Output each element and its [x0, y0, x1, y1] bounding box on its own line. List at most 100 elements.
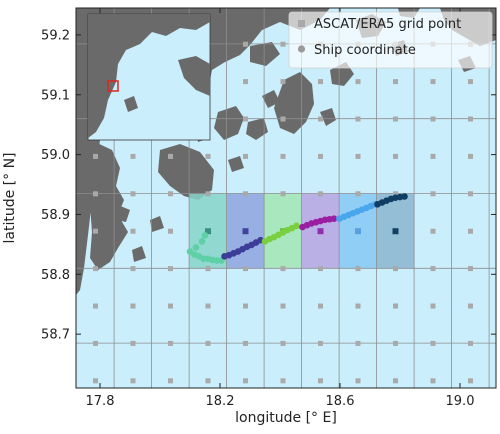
- grid-point: [168, 340, 173, 346]
- grid-point: [355, 79, 361, 85]
- cell-center-marker-5: [355, 228, 361, 235]
- grid-point: [93, 266, 98, 272]
- grid-point: [468, 153, 473, 159]
- grid-point: [355, 303, 361, 309]
- legend-ship-marker: [297, 45, 306, 53]
- grid-point: [168, 153, 173, 159]
- grid-point: [93, 303, 98, 309]
- grid-point: [280, 303, 286, 309]
- grid-point: [468, 340, 473, 346]
- inset-map: [87, 13, 211, 141]
- grid-point: [393, 191, 398, 197]
- grid-point: [280, 41, 286, 47]
- grid-point: [318, 378, 323, 384]
- grid-point: [205, 191, 211, 197]
- grid-point: [468, 116, 473, 122]
- grid-point: [243, 340, 248, 346]
- grid-point: [243, 378, 248, 384]
- x-tick-label: 18.2: [206, 394, 235, 409]
- legend-grid-point-label: ASCAT/ERA5 grid point: [314, 17, 461, 32]
- ship-coordinate: [192, 244, 200, 251]
- y-axis-ticks: 58.7 58.8 58.9 59.0 59.1 59.2: [41, 28, 496, 343]
- grid-point: [130, 153, 136, 159]
- grid-point: [393, 303, 398, 309]
- grid-point: [355, 266, 361, 272]
- grid-point: [430, 303, 436, 309]
- grid-point: [93, 378, 98, 384]
- grid-point: [205, 340, 211, 346]
- grid-point: [430, 79, 436, 85]
- grid-point: [205, 266, 211, 272]
- grid-point: [393, 378, 398, 384]
- axes-frame: [75, 7, 497, 389]
- x-tick-label: 18.6: [326, 394, 355, 409]
- y-tick-label: 58.7: [41, 328, 70, 343]
- y-tick-label: 58.8: [41, 268, 70, 283]
- grid-point: [93, 340, 98, 346]
- grid-point: [130, 378, 136, 384]
- grid-point: [430, 228, 436, 234]
- grid-point: [243, 153, 248, 159]
- grid-point: [280, 116, 286, 122]
- grid-point: [318, 191, 323, 197]
- grid-point: [468, 191, 473, 197]
- grid-point: [393, 266, 398, 272]
- legend-ship-label: Ship coordinate: [314, 43, 416, 58]
- grid-point: [168, 266, 173, 272]
- legend: ASCAT/ERA5 grid point Ship coordinate: [288, 11, 493, 69]
- grid-point: [468, 303, 473, 309]
- grid-point: [468, 266, 473, 272]
- grid-point: [130, 303, 136, 309]
- grid-point: [243, 116, 248, 122]
- grid-point: [280, 79, 286, 85]
- ship-track: [186, 193, 408, 264]
- cell-center-marker-4: [317, 228, 324, 235]
- grid-point: [355, 340, 361, 346]
- legend-grid-point-marker: [298, 20, 305, 27]
- grid-point: [468, 228, 473, 234]
- ship-coordinate: [201, 232, 209, 239]
- cell-center-marker-6: [392, 228, 399, 235]
- grid-point: [393, 116, 398, 122]
- grid-point: [468, 378, 473, 384]
- grid-point: [280, 378, 286, 384]
- y-axis-label: latitude [° N]: [2, 152, 18, 243]
- grid-point: [243, 191, 248, 197]
- cell-center-marker-2: [242, 228, 249, 235]
- ship-coordinate: [401, 193, 408, 200]
- y-tick-label: 59.1: [41, 88, 70, 103]
- grid-point: [430, 266, 436, 272]
- y-tick-label: 58.9: [41, 208, 70, 223]
- grid-point: [280, 153, 286, 159]
- grid-point: [168, 191, 173, 197]
- grid-point: [318, 116, 323, 122]
- grid-point: [393, 153, 398, 159]
- grid-point: [355, 116, 361, 122]
- grid-point: [243, 41, 248, 47]
- grid-point: [318, 79, 323, 85]
- grid-point: [430, 153, 436, 159]
- grid-point: [243, 79, 248, 85]
- grid-point: [93, 228, 98, 234]
- grid-point: [168, 228, 173, 234]
- grid-point: [168, 378, 173, 384]
- grid-point: [243, 303, 248, 309]
- grid-point: [93, 153, 98, 159]
- y-tick-label: 59.0: [41, 148, 70, 163]
- grid-point: [318, 303, 323, 309]
- grid-point: [130, 340, 136, 346]
- grid-point: [468, 79, 473, 85]
- grid-point: [318, 340, 323, 346]
- grid-point: [318, 153, 323, 159]
- cell-center-marker-1: [205, 228, 211, 235]
- grid-point: [430, 116, 436, 122]
- grid-point: [355, 378, 361, 384]
- grid-point: [130, 228, 136, 234]
- grid-point: [130, 266, 136, 272]
- grid-point: [168, 303, 173, 309]
- grid-point: [205, 378, 211, 384]
- grid-point: [355, 153, 361, 159]
- ship-coordinate: [293, 222, 300, 230]
- grid-point: [430, 378, 436, 384]
